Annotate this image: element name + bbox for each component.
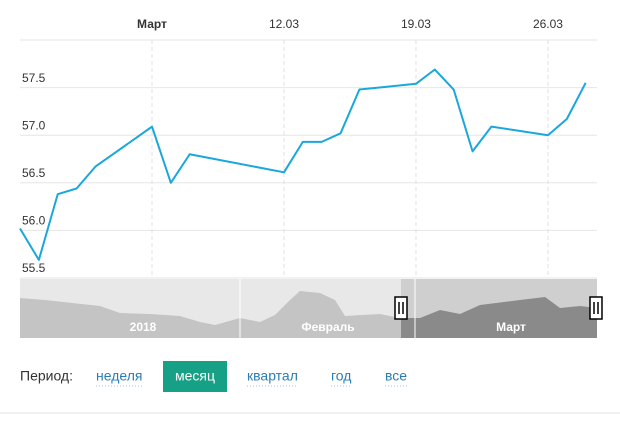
x-tick-label: Март [137,17,167,31]
x-tick-label: 19.03 [401,17,431,31]
y-tick-label: 55.5 [22,261,46,275]
navigator: 2018 Февраль Март [20,279,603,338]
y-tick-label: 56.5 [22,166,46,180]
x-tick-label: 12.03 [269,17,299,31]
period-option[interactable]: все [385,368,407,384]
period-option[interactable]: месяц [175,368,215,384]
y-tick-label: 57.0 [22,118,46,132]
period-options: неделя месяц квартал год все [96,361,407,392]
x-tick-label: 26.03 [533,17,563,31]
navigator-label: Февраль [301,320,354,334]
period-label: Период: [20,368,73,384]
navigator-label: 2018 [130,320,157,334]
period-option-active[interactable] [163,361,228,392]
price-line [19,68,587,261]
navigator-area [20,291,401,338]
period-option[interactable]: неделя [96,368,142,384]
y-tick-label: 57.5 [22,71,46,85]
navigator-label: Март [496,320,526,334]
period-option[interactable]: год [331,368,351,384]
y-tick-label: 56.0 [22,214,46,228]
navigator-area-selected [401,297,597,338]
navigator-handle[interactable] [394,296,408,320]
period-option[interactable]: квартал [247,368,298,384]
navigator-handle[interactable] [589,296,603,320]
